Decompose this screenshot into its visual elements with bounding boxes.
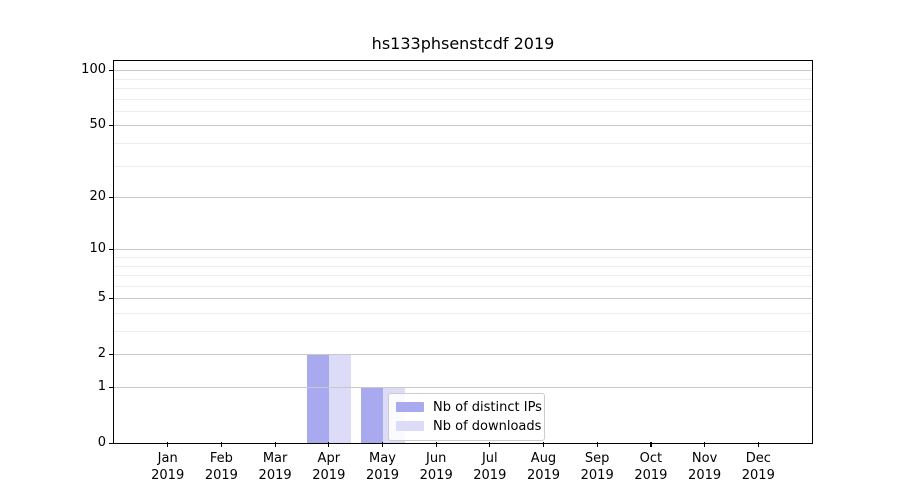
gridline-minor bbox=[114, 312, 812, 314]
gridline-major bbox=[114, 387, 812, 388]
y-tick-label: 0 bbox=[97, 435, 106, 450]
y-tick-label: 20 bbox=[89, 189, 106, 204]
y-tick-mark bbox=[109, 386, 114, 388]
y-tick-mark bbox=[109, 353, 114, 355]
plot-area bbox=[109, 60, 813, 447]
x-tick-mark bbox=[274, 442, 276, 447]
gridline-minor bbox=[114, 110, 812, 112]
bar-distinct-ips bbox=[360, 387, 383, 443]
x-tick-label: Nov 2019 bbox=[688, 451, 722, 483]
y-tick-mark bbox=[109, 196, 114, 198]
x-tick-mark bbox=[220, 442, 223, 447]
gridline-minor bbox=[114, 78, 812, 80]
gridline-minor bbox=[114, 265, 812, 267]
y-tick-label: 100 bbox=[81, 62, 106, 78]
y-tick-mark bbox=[109, 442, 114, 444]
gridline-major bbox=[114, 298, 812, 300]
gridline-major bbox=[114, 249, 812, 251]
legend-swatch-distinct-ips bbox=[396, 402, 424, 412]
legend-swatch-downloads bbox=[396, 421, 424, 431]
y-tick-label: 10 bbox=[89, 241, 106, 257]
x-tick-label: Jul 2019 bbox=[473, 451, 507, 483]
x-tick-mark bbox=[381, 442, 384, 447]
y-tick-mark bbox=[109, 69, 114, 71]
x-tick-label: Jun 2019 bbox=[419, 451, 453, 483]
bar-downloads bbox=[328, 354, 351, 443]
x-tick-mark bbox=[167, 442, 169, 447]
x-tick-mark bbox=[704, 442, 706, 447]
legend-row: Nb of downloads bbox=[396, 417, 541, 435]
x-tick-label: Mar 2019 bbox=[258, 451, 292, 483]
x-tick-mark bbox=[328, 442, 330, 447]
x-tick-label: Jan 2019 bbox=[151, 451, 185, 483]
x-tick-label: Oct 2019 bbox=[634, 451, 668, 483]
legend-row: Nb of distinct IPs bbox=[396, 398, 542, 416]
gridline-minor bbox=[114, 331, 812, 332]
gridline-major bbox=[114, 354, 812, 356]
legend-label: Nb of downloads bbox=[433, 418, 542, 434]
y-tick-mark bbox=[109, 297, 114, 299]
y-tick-mark bbox=[109, 248, 114, 250]
gridline-major bbox=[114, 70, 812, 72]
x-tick-mark bbox=[757, 442, 759, 447]
x-tick-label: Dec 2019 bbox=[741, 451, 775, 483]
gridline-major bbox=[114, 125, 812, 127]
gridline-minor bbox=[114, 142, 812, 144]
gridline-minor bbox=[114, 256, 812, 258]
x-tick-label: Sep 2019 bbox=[580, 451, 614, 483]
y-tick-mark bbox=[109, 124, 114, 127]
x-tick-label: Feb 2019 bbox=[204, 451, 238, 483]
x-tick-label: Aug 2019 bbox=[526, 451, 561, 483]
x-tick-mark bbox=[542, 442, 545, 447]
gridline-minor bbox=[114, 285, 812, 287]
x-tick-mark bbox=[435, 442, 437, 447]
chart-title: hs133phsenstcdf 2019 bbox=[371, 34, 555, 53]
x-tick-mark bbox=[596, 442, 598, 447]
bar-distinct-ips bbox=[306, 354, 329, 443]
legend: Nb of distinct IPs Nb of downloads bbox=[388, 393, 545, 441]
x-tick-mark bbox=[650, 442, 652, 447]
y-tick-label: 5 bbox=[97, 290, 106, 306]
y-tick-label: 50 bbox=[89, 117, 106, 133]
y-tick-label: 1 bbox=[97, 379, 106, 394]
y-tick-label: 2 bbox=[97, 346, 106, 362]
gridline-minor bbox=[114, 98, 812, 100]
gridline-minor bbox=[114, 165, 812, 167]
gridline-minor bbox=[114, 87, 812, 89]
x-tick-label: May 2019 bbox=[365, 451, 400, 483]
gridline-major bbox=[114, 197, 812, 198]
legend-label: Nb of distinct IPs bbox=[433, 399, 542, 415]
x-tick-mark bbox=[489, 442, 491, 447]
gridline-minor bbox=[114, 275, 812, 276]
x-tick-label: Apr 2019 bbox=[312, 451, 346, 483]
